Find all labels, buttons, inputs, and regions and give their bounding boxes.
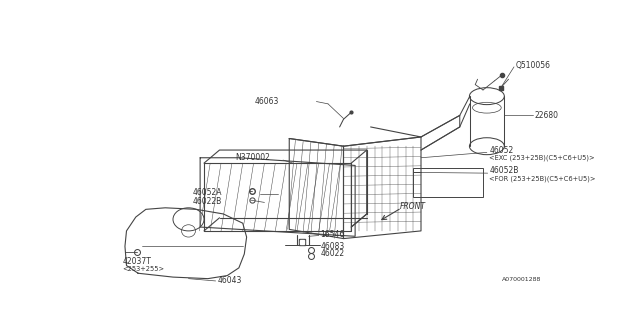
Text: 22680: 22680: [535, 111, 559, 120]
Text: <253+255>: <253+255>: [123, 266, 164, 272]
Text: 46083: 46083: [320, 242, 344, 251]
Text: 46043: 46043: [218, 276, 243, 285]
Text: 16546: 16546: [320, 230, 344, 239]
Text: <FOR (253+25B)(C5+C6+U5)>: <FOR (253+25B)(C5+C6+U5)>: [489, 175, 596, 182]
Text: N370002: N370002: [235, 153, 270, 162]
Text: Q510056: Q510056: [516, 61, 550, 70]
Text: 46052: 46052: [489, 146, 513, 155]
Text: FRONT: FRONT: [400, 202, 426, 211]
Text: 46052A: 46052A: [193, 188, 222, 197]
Text: 46022B: 46022B: [193, 197, 221, 206]
Text: A070001288: A070001288: [502, 277, 541, 282]
Text: 42037T: 42037T: [123, 257, 152, 266]
Text: 46022: 46022: [320, 250, 344, 259]
Text: 46063: 46063: [254, 97, 279, 106]
Text: <EXC (253+25B)(C5+C6+U5)>: <EXC (253+25B)(C5+C6+U5)>: [489, 155, 595, 161]
Text: 46052B: 46052B: [489, 166, 518, 175]
